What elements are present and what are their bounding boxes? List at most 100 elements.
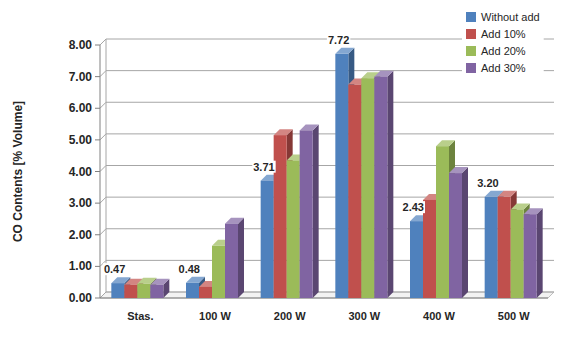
- tick-label: 3.00: [69, 196, 93, 210]
- tick-label: 4.00: [69, 165, 93, 179]
- bar: [335, 54, 348, 298]
- bar-top: [374, 71, 393, 77]
- bar-top: [300, 124, 319, 130]
- bar: [261, 181, 274, 298]
- tick-label: 1.00: [69, 259, 93, 273]
- grid-slant: [100, 71, 106, 77]
- bar: [524, 214, 537, 298]
- label-bg: [103, 263, 126, 275]
- bar-top: [524, 208, 543, 214]
- legend-label: Add 10%: [481, 28, 526, 40]
- data-label: 2.43: [403, 201, 424, 213]
- bar: [485, 197, 498, 298]
- label-bg: [402, 201, 425, 213]
- bar: [186, 283, 199, 298]
- data-label-group: 3.71: [252, 161, 275, 173]
- bar-top: [274, 129, 293, 135]
- x-axis-line: [100, 298, 548, 299]
- grid-slant: [100, 134, 106, 140]
- legend-label: Add 30%: [481, 62, 526, 74]
- category-label: Stas.: [127, 310, 153, 322]
- bar: [274, 135, 287, 298]
- bar: [511, 209, 524, 298]
- data-label-group: 7.72: [327, 34, 350, 46]
- grid-slant: [100, 229, 106, 235]
- bar: [498, 197, 511, 298]
- bar: [137, 284, 150, 298]
- bar-top: [449, 167, 468, 173]
- bar: [150, 285, 163, 298]
- tick-mark: [95, 234, 100, 235]
- tick-label: 0.00: [69, 291, 93, 305]
- tick-label: 8.00: [69, 38, 93, 52]
- tick-mark: [95, 108, 100, 109]
- legend-label: Without add: [481, 11, 540, 23]
- label-bg: [327, 34, 350, 46]
- grid-slant: [100, 102, 106, 108]
- bar: [212, 246, 225, 298]
- data-label-group: 0.48: [178, 263, 201, 275]
- data-label: 3.20: [477, 177, 498, 189]
- data-label: 0.47: [104, 263, 125, 275]
- grid-slant: [100, 39, 106, 45]
- chart: 0.001.002.003.004.005.006.007.008.000.47…: [0, 0, 581, 352]
- bar-side: [462, 167, 468, 298]
- tick-mark: [95, 298, 100, 299]
- data-label: 3.71: [253, 161, 274, 173]
- legend-label: Add 20%: [481, 45, 526, 57]
- tick-mark: [95, 203, 100, 204]
- grid-slant: [100, 292, 106, 298]
- bar: [374, 77, 387, 298]
- data-label-group: 3.20: [476, 177, 499, 189]
- tick-label: 6.00: [69, 101, 93, 115]
- legend: Without add Add 10% Add 20% Add 30%: [462, 9, 544, 79]
- category-label: 500 W: [498, 310, 530, 322]
- bar: [111, 283, 124, 298]
- back-wall-line: [106, 39, 107, 292]
- legend-swatch: [466, 12, 476, 22]
- category-label: 400 W: [423, 310, 455, 322]
- bar: [124, 285, 137, 298]
- legend-swatch: [466, 46, 476, 56]
- tick-mark: [95, 171, 100, 172]
- tick-mark: [95, 266, 100, 267]
- bar: [287, 160, 300, 298]
- bar: [300, 130, 313, 298]
- bar-side: [238, 218, 244, 298]
- category-label: 100 W: [199, 310, 231, 322]
- legend-swatch: [466, 63, 476, 73]
- bar: [423, 200, 436, 298]
- label-bg: [476, 177, 499, 189]
- tick-mark: [95, 45, 100, 46]
- bar-top: [186, 277, 205, 283]
- grid-slant: [100, 197, 106, 203]
- bar: [449, 173, 462, 298]
- label-bg: [178, 263, 201, 275]
- tick-mark: [95, 76, 100, 77]
- bars: [111, 48, 542, 298]
- tick-label: 7.00: [69, 70, 93, 84]
- data-label-group: 2.43: [402, 201, 425, 213]
- grid-line: [106, 102, 554, 103]
- bar-side: [313, 124, 319, 298]
- bar-top: [335, 48, 354, 54]
- bar-top: [150, 279, 169, 285]
- legend-swatch: [466, 29, 476, 39]
- grid-line: [106, 133, 554, 134]
- label-bg: [252, 161, 275, 173]
- legend-bg: [462, 9, 544, 79]
- data-label: 0.48: [179, 263, 200, 275]
- data-label-group: 0.47: [103, 263, 126, 275]
- tick-label: 2.00: [69, 228, 93, 242]
- grid-line: [106, 165, 554, 166]
- y-axis-title: CO Contents [% Volume]: [11, 101, 25, 242]
- bar: [410, 221, 423, 298]
- bar-top: [436, 140, 455, 146]
- bar: [199, 287, 212, 298]
- y-axis-line: [100, 45, 101, 298]
- bar-top: [511, 203, 530, 209]
- bar-top: [498, 191, 517, 197]
- category-label: 200 W: [274, 310, 306, 322]
- data-label: 7.72: [328, 34, 349, 46]
- bar: [361, 78, 374, 298]
